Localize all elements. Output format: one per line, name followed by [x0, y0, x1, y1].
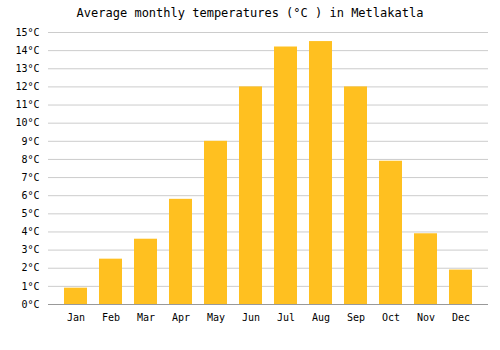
svg-text:Sep: Sep [347, 312, 365, 323]
svg-text:Jan: Jan [67, 312, 85, 323]
svg-text:Dec: Dec [452, 312, 470, 323]
svg-text:Oct: Oct [382, 312, 400, 323]
svg-text:6°C: 6°C [21, 190, 39, 201]
svg-text:2°C: 2°C [21, 262, 39, 273]
svg-text:11°C: 11°C [15, 99, 39, 110]
svg-text:4°C: 4°C [21, 226, 39, 237]
svg-text:Feb: Feb [102, 312, 120, 323]
svg-text:10°C: 10°C [15, 117, 39, 128]
svg-text:8°C: 8°C [21, 154, 39, 165]
svg-text:5°C: 5°C [21, 208, 39, 219]
svg-text:13°C: 13°C [15, 63, 39, 74]
svg-text:7°C: 7°C [21, 172, 39, 183]
svg-text:3°C: 3°C [21, 244, 39, 255]
svg-text:14°C: 14°C [15, 45, 39, 56]
svg-text:Apr: Apr [172, 312, 190, 323]
html-text:Average monthly temperatures (: Average monthly temperatures (°C ) in Me… [76, 6, 424, 20]
svg-text:0°C: 0°C [21, 299, 39, 310]
svg-text:Nov: Nov [417, 312, 435, 323]
svg-text:May: May [207, 312, 225, 323]
svg-text:Jun: Jun [242, 312, 260, 323]
svg-text:15°C: 15°C [15, 27, 39, 38]
svg-text:9°C: 9°C [21, 136, 39, 147]
svg-text:Aug: Aug [312, 312, 330, 323]
svg-text:Jul: Jul [277, 312, 295, 323]
svg-text:12°C: 12°C [15, 81, 39, 92]
svg-text:Mar: Mar [137, 312, 155, 323]
svg-text:1°C: 1°C [21, 281, 39, 292]
